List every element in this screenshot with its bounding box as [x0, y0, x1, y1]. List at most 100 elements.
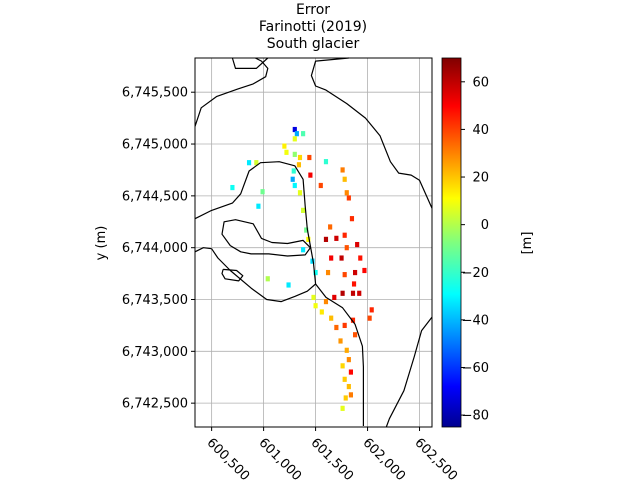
y-tick-label-2: 6,743,500 [122, 293, 188, 308]
error-cell-68 [254, 160, 259, 166]
error-cell-41 [351, 281, 357, 287]
error-cell-42 [340, 290, 345, 296]
error-cell-22 [304, 227, 309, 233]
colorbar [441, 57, 462, 428]
error-cell-39 [313, 269, 318, 276]
error-cell-17 [342, 176, 347, 182]
error-cell-3 [301, 131, 306, 137]
error-cell-47 [311, 294, 316, 301]
error-cell-21 [301, 207, 306, 213]
error-cell-52 [342, 322, 347, 329]
error-cell-25 [323, 236, 329, 242]
error-cell-72 [265, 276, 270, 282]
outline-outer-glacier-west [194, 57, 269, 127]
x-axis: 600,500 601,000 601,500 602,000 602,500 [204, 427, 460, 480]
chart-title-line-2: Farinotti (2019) [259, 19, 367, 35]
outline-inner-glacier-lower-cap [194, 247, 212, 253]
y-axis-label: y (m) [94, 226, 109, 261]
error-cell-27 [342, 232, 347, 238]
error-cell-57 [338, 338, 343, 344]
y-tick-label-4: 6,744,500 [122, 189, 188, 204]
error-cell-12 [290, 176, 295, 182]
error-cell-56 [353, 332, 358, 338]
error-cell-36 [353, 269, 358, 276]
y-tick-label-6: 6,745,500 [122, 86, 188, 101]
error-cell-60 [340, 363, 345, 369]
error-cell-35 [362, 267, 367, 274]
error-cell-55 [369, 307, 374, 313]
error-cell-69 [230, 184, 235, 191]
error-cell-1 [294, 131, 299, 137]
error-cell-71 [260, 189, 265, 195]
error-cells [230, 126, 374, 411]
error-cell-28 [328, 224, 333, 230]
error-cell-61 [348, 369, 353, 375]
error-cell-59 [346, 357, 351, 363]
grid-lines [195, 58, 432, 427]
error-cell-18 [344, 190, 349, 196]
error-cell-64 [343, 395, 348, 401]
error-cell-70 [256, 203, 261, 209]
error-cell-29 [349, 216, 355, 222]
error-cell-51 [334, 324, 339, 331]
glacier-outlines [194, 57, 433, 428]
error-cell-49 [319, 309, 324, 315]
colorbar-ticks: −80 −60 −40 −20 0 20 40 60 [461, 75, 489, 424]
error-cell-73 [286, 282, 291, 288]
error-cell-40 [310, 258, 315, 264]
error-cell-45 [332, 294, 337, 301]
error-cell-48 [313, 303, 318, 309]
y-axis: 6,742,500 6,743,000 6,743,500 6,744,000 6,74… [122, 86, 195, 412]
error-cell-8 [307, 154, 312, 161]
error-cell-66 [340, 405, 345, 411]
error-cell-54 [367, 315, 372, 321]
error-cell-13 [323, 159, 329, 165]
x-tick-label-0: 600,500 [204, 435, 253, 480]
y-tick-label-5: 6,745,000 [122, 138, 188, 153]
colorbar-tick-label-4: 0 [481, 218, 489, 233]
error-cell-4 [282, 143, 287, 149]
outline-top-inset-shape [231, 57, 269, 70]
error-cell-53 [350, 317, 356, 323]
colorbar-tick-label-7: 60 [472, 75, 489, 90]
colorbar-tick-label-6: 40 [472, 123, 489, 138]
x-tick-label-1: 601,000 [256, 435, 305, 480]
error-cell-32 [329, 255, 334, 261]
outline-outer-glacier-east [310, 57, 433, 209]
colorbar-tick-label-0: −80 [462, 409, 489, 424]
error-cell-34 [358, 255, 363, 261]
error-cell-19 [346, 195, 351, 201]
error-cell-24 [301, 247, 306, 253]
error-cell-65 [348, 392, 353, 398]
outline-inner-glacier-lower [211, 248, 316, 303]
error-cell-67 [246, 160, 252, 166]
plot-frame [194, 57, 433, 428]
x-tick-label-3: 602,000 [360, 435, 409, 480]
y-tick-label-3: 6,744,000 [122, 241, 188, 256]
error-cell-23 [306, 236, 311, 242]
error-cell-10 [291, 168, 296, 174]
error-cell-46 [323, 298, 329, 305]
error-cell-7 [297, 154, 303, 161]
error-cell-50 [329, 315, 334, 321]
error-cell-2 [292, 136, 297, 142]
error-cell-0 [292, 126, 297, 133]
error-cell-20 [297, 190, 303, 196]
y-tick-label-1: 6,743,000 [122, 345, 188, 360]
error-cell-33 [339, 255, 344, 261]
colorbar-label: [m] [520, 232, 535, 255]
error-cell-11 [292, 182, 297, 189]
outline-nunatak-small [221, 268, 244, 282]
error-cell-14 [308, 172, 313, 178]
error-cell-43 [350, 290, 356, 296]
error-cell-44 [357, 290, 362, 296]
outline-nunatak-large [221, 219, 311, 257]
x-tick-label-4: 602,500 [411, 435, 460, 480]
y-tick-label-0: 6,742,500 [122, 397, 188, 412]
colorbar-tick-label-5: 20 [472, 171, 489, 186]
chart-title-line-3: South glacier [267, 36, 360, 52]
chart-title-line-1: Error [296, 2, 330, 18]
outline-inner-glacier-loop [194, 161, 364, 426]
error-cell-6 [292, 151, 297, 157]
